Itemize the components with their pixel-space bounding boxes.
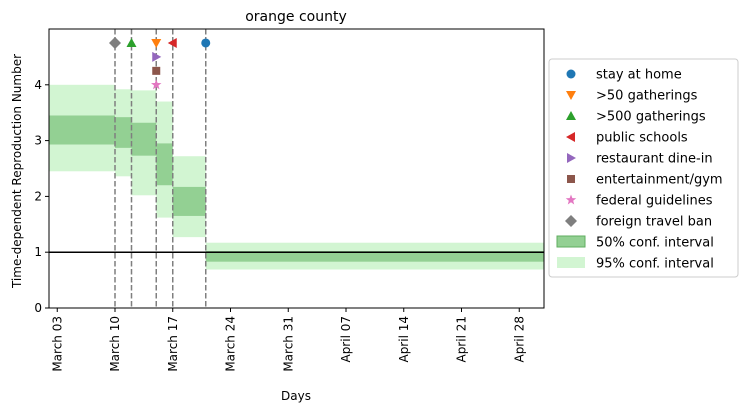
y-axis-label: Time-dependent Reproduction Number <box>10 54 24 289</box>
legend-label: entertainment/gym <box>596 173 723 188</box>
legend-label: >50 gatherings <box>596 89 698 104</box>
legend-marker <box>567 153 576 163</box>
intervention-lines <box>114 29 207 308</box>
legend-label: stay at home <box>596 68 682 83</box>
marker-500-gatherings <box>126 37 137 47</box>
legend-marker <box>565 215 577 227</box>
axes: 0 1 2 3 4 March 03 March 10 March 17 March 24 Mar… <box>34 28 545 372</box>
legend-marker <box>566 111 576 120</box>
x-tick-label: March 03 <box>50 316 64 372</box>
x-tick-label: April 21 <box>455 316 469 363</box>
legend-label: foreign travel ban <box>596 215 712 230</box>
legend-box <box>548 58 739 278</box>
y-tick-label: 2 <box>34 189 42 203</box>
x-axis-label: Days <box>281 389 311 403</box>
x-tick-label: March 10 <box>108 316 122 372</box>
marker-restaurant-dine-in <box>152 51 162 62</box>
x-tick-label: March 17 <box>166 316 180 372</box>
x-tick-label: March 24 <box>224 316 238 372</box>
legend-label: 95% conf. interval <box>596 257 714 272</box>
x-tick-label: April 14 <box>397 316 411 363</box>
y-tick-label: 4 <box>34 78 42 92</box>
x-tick-label: April 28 <box>512 316 526 363</box>
legend: stay at home >50 gatherings >500 gathering… <box>548 58 739 278</box>
marker-federal-guidelines <box>151 79 162 90</box>
confidence-bands <box>49 84 544 270</box>
ci50-band-0 <box>49 115 115 145</box>
y-tick-label: 3 <box>34 134 42 148</box>
x-tick-label: April 07 <box>339 316 353 363</box>
ci50-band-1 <box>115 117 132 148</box>
legend-swatch-ci50 <box>556 235 586 248</box>
marker-entertainment-gym <box>152 66 161 75</box>
ci50-band-3 <box>156 143 173 186</box>
ci50-band-2 <box>131 122 157 156</box>
legend-label: >500 gatherings <box>596 110 706 125</box>
ci50-band-5 <box>205 251 544 262</box>
ci50-band-4 <box>172 186 206 216</box>
marker-public-schools <box>167 37 177 48</box>
x-tick-label: March 31 <box>281 316 295 372</box>
legend-swatch-ci95 <box>557 257 585 268</box>
marker-50-gatherings <box>151 38 162 48</box>
legend-label: public schools <box>596 131 688 146</box>
marker-foreign-travel-ban <box>109 36 121 49</box>
chart-title: orange county <box>245 9 347 25</box>
plot-frame <box>48 28 545 309</box>
marker-stay-at-home <box>201 38 211 48</box>
y-tick-label: 1 <box>34 245 42 259</box>
legend-label: 50% conf. interval <box>596 236 714 251</box>
legend-marker <box>566 69 576 79</box>
legend-marker <box>565 194 577 205</box>
legend-marker <box>567 175 575 183</box>
legend-label: restaurant dine-in <box>596 152 713 167</box>
legend-marker <box>566 132 575 142</box>
legend-label: federal guidelines <box>596 194 713 209</box>
legend-marker <box>566 91 576 100</box>
intervention-markers <box>109 36 211 90</box>
y-tick-label: 0 <box>34 301 42 315</box>
